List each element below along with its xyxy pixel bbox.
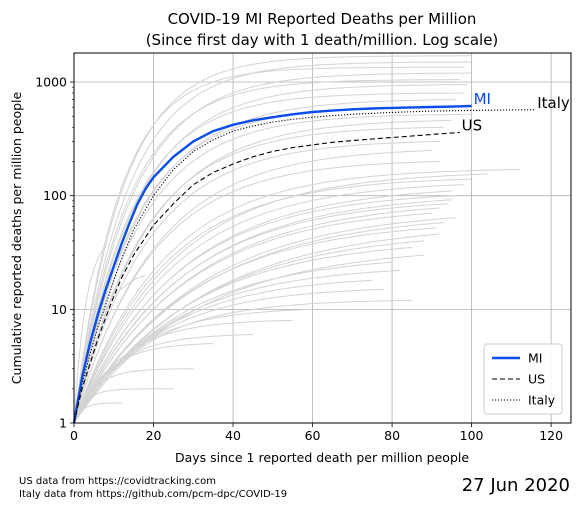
other-region-line xyxy=(73,203,448,424)
y-tick-label: 100 xyxy=(43,188,67,203)
other-region-line xyxy=(73,269,401,424)
x-axis-ticks: 0 20 40 60 80 100 120 xyxy=(70,423,563,443)
report-date: 27 Jun 2020 xyxy=(461,475,570,496)
x-tick-label: 20 xyxy=(146,428,162,443)
series-line-us xyxy=(73,131,460,424)
legend-box xyxy=(483,343,563,415)
other-region-line xyxy=(73,308,313,424)
series-line-italy xyxy=(73,109,536,424)
legend-label-italy: Italy xyxy=(528,393,556,408)
other-region-line xyxy=(73,279,373,424)
legend-label-us: US xyxy=(528,372,545,387)
series-lines xyxy=(72,104,536,424)
other-region-line xyxy=(73,149,432,424)
other-region-line xyxy=(73,92,464,424)
x-tick-label: 100 xyxy=(460,428,484,443)
y-tick-label: 1000 xyxy=(35,75,67,90)
deaths-per-million-chart: COVID-19 MI Reported Deaths per Million … xyxy=(9,10,572,465)
other-region-line xyxy=(73,84,468,424)
chart-title: COVID-19 MI Reported Deaths per Million xyxy=(168,10,477,28)
plot-frame xyxy=(73,52,572,424)
other-region-line xyxy=(73,178,472,424)
other-region-line xyxy=(73,388,174,424)
italy-data-source: Italy data from https://github.com/pcm-d… xyxy=(19,489,288,500)
other-region-line xyxy=(73,212,432,424)
other-region-line xyxy=(73,72,472,424)
series-end-label-mi: MI xyxy=(474,90,491,108)
other-region-line xyxy=(73,245,107,424)
series-end-label-us: US xyxy=(462,116,483,134)
other-region-line xyxy=(73,368,194,424)
other-region-line xyxy=(73,113,472,424)
x-axis-label: Days since 1 reported death per million … xyxy=(175,450,469,465)
other-region-line xyxy=(73,195,456,424)
y-tick-label: 1 xyxy=(59,416,67,431)
x-tick-label: 120 xyxy=(539,428,563,443)
other-region-line xyxy=(73,66,464,424)
other-region-line xyxy=(73,222,444,424)
other-region-line xyxy=(73,55,472,424)
other-region-line xyxy=(73,240,424,424)
series-end-label-italy: Italy xyxy=(537,94,570,112)
chart-subtitle: (Since first day with 1 death/million. L… xyxy=(146,31,499,49)
other-region-line xyxy=(73,184,464,424)
other-region-line xyxy=(73,247,413,424)
other-region-line xyxy=(73,140,440,424)
other-region-line xyxy=(73,61,472,424)
y-tick-label: 10 xyxy=(51,302,67,317)
other-region-line xyxy=(73,169,520,424)
legend-label-mi: MI xyxy=(528,351,542,366)
other-regions-lines xyxy=(73,55,520,424)
legend: MI US Italy xyxy=(483,343,563,415)
x-tick-label: 60 xyxy=(305,428,321,443)
other-region-line xyxy=(73,119,452,424)
other-region-line xyxy=(73,402,122,424)
other-region-line xyxy=(73,79,460,424)
x-tick-label: 0 xyxy=(70,428,78,443)
other-region-line xyxy=(73,99,456,424)
y-axis-ticks: 1 10 100 1000 xyxy=(35,75,74,431)
series-end-labels: MI US Italy xyxy=(462,90,570,134)
y-axis-label: Cumulative reported deaths per million p… xyxy=(9,91,24,384)
other-region-line xyxy=(73,343,214,424)
other-region-line xyxy=(73,334,253,424)
other-region-line xyxy=(73,161,440,424)
us-data-source: US data from https://covidtracking.com xyxy=(19,476,216,487)
other-region-line xyxy=(73,227,436,424)
other-region-line xyxy=(73,126,444,424)
x-tick-label: 40 xyxy=(225,428,241,443)
x-tick-label: 80 xyxy=(384,428,400,443)
series-line-mi xyxy=(72,104,472,424)
